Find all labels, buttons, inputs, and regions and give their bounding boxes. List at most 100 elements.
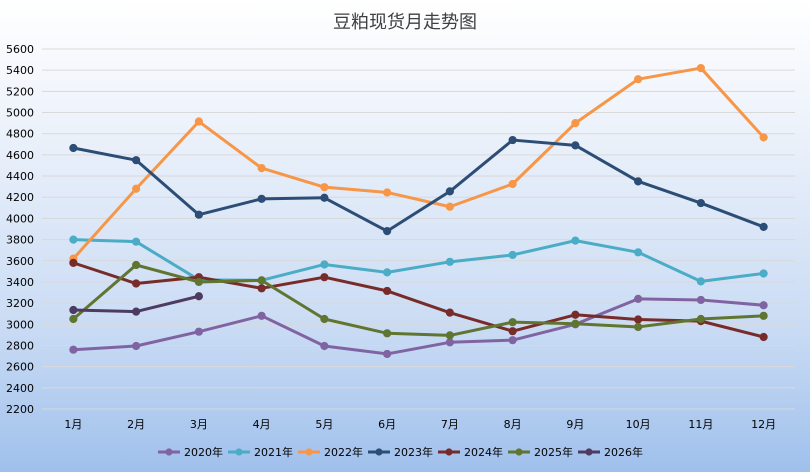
x-tick-label: 9月 [566, 418, 584, 431]
data-point [445, 338, 454, 347]
data-point [320, 273, 329, 282]
data-point [759, 222, 768, 231]
data-point [383, 188, 392, 197]
legend-label: 2023年 [394, 445, 433, 459]
data-point [634, 315, 643, 324]
y-tick-label: 2400 [6, 382, 34, 395]
y-tick-label: 3200 [6, 297, 34, 310]
data-point [696, 295, 705, 305]
data-point [634, 248, 643, 257]
data-point [571, 310, 580, 319]
y-tick-label: 2600 [6, 361, 34, 374]
y-tick-label: 5000 [6, 107, 34, 120]
data-point [696, 63, 705, 73]
data-point [257, 276, 266, 285]
y-tick-label: 3800 [6, 234, 34, 247]
data-point [445, 187, 454, 196]
y-tick-label: 3600 [6, 255, 34, 268]
legend-label: 2026年 [604, 445, 643, 459]
data-point [571, 236, 580, 245]
legend-marker [305, 448, 313, 456]
data-point [320, 314, 329, 324]
data-point [383, 329, 392, 338]
data-point [132, 341, 141, 351]
x-tick-label: 1月 [64, 418, 82, 431]
y-tick-label: 5600 [6, 43, 34, 56]
data-point [508, 336, 517, 345]
data-point [696, 198, 705, 208]
data-point [69, 258, 78, 267]
legend-marker [235, 448, 243, 456]
series-line-2022年 [71, 66, 766, 261]
series-line-2021年 [71, 238, 766, 283]
x-tick-label: 7月 [441, 418, 459, 431]
y-tick-label: 2800 [6, 339, 34, 352]
data-point [132, 156, 141, 165]
data-point [69, 314, 78, 324]
data-point [445, 202, 454, 211]
series-line-2025年 [71, 263, 766, 337]
data-point [194, 327, 203, 336]
data-point [383, 227, 392, 236]
data-point [634, 75, 643, 84]
legend-marker [445, 448, 453, 456]
data-point [320, 183, 329, 192]
y-tick-label: 3400 [6, 276, 34, 289]
data-point [445, 331, 454, 340]
data-point [571, 119, 580, 128]
data-point [132, 279, 141, 288]
data-point [759, 311, 768, 320]
data-point [571, 319, 580, 328]
y-tick-label: 4400 [6, 170, 34, 183]
data-point [257, 311, 266, 320]
y-tick-label: 4000 [6, 212, 34, 225]
data-point [759, 332, 768, 342]
data-point [257, 164, 266, 173]
legend-marker [375, 448, 383, 456]
y-tick-label: 4200 [6, 191, 34, 204]
legend-label: 2025年 [534, 445, 573, 459]
data-point [69, 235, 78, 244]
legend-marker [165, 448, 173, 456]
data-point [508, 135, 517, 145]
x-tick-label: 2月 [127, 418, 145, 431]
data-point [634, 294, 643, 303]
data-point [383, 268, 392, 277]
data-point [132, 184, 141, 193]
data-point [508, 179, 517, 189]
data-point [257, 194, 266, 203]
data-point [383, 349, 392, 359]
y-tick-label: 4600 [6, 149, 34, 162]
data-point [132, 307, 141, 316]
data-point [69, 305, 78, 315]
data-point [132, 260, 141, 270]
data-point [508, 327, 517, 336]
x-tick-label: 10月 [626, 418, 651, 431]
x-tick-label: 11月 [688, 418, 713, 431]
data-point [383, 286, 392, 296]
data-point [69, 345, 78, 354]
data-point [508, 318, 517, 327]
y-tick-label: 5400 [6, 64, 34, 77]
data-point [194, 117, 203, 126]
series-line-2023年 [71, 138, 766, 233]
data-point [634, 322, 643, 332]
legend-marker [585, 448, 593, 456]
data-point [508, 250, 517, 260]
legend-label: 2020年 [184, 445, 223, 459]
x-tick-label: 4月 [253, 418, 271, 431]
data-point [194, 210, 203, 219]
data-point [571, 141, 580, 150]
data-point [634, 177, 643, 186]
y-tick-label: 5200 [6, 85, 34, 98]
data-point [257, 284, 266, 293]
y-tick-label: 3000 [6, 318, 34, 331]
data-point [194, 292, 203, 301]
legend-label: 2021年 [254, 445, 293, 459]
data-point [759, 269, 768, 278]
data-point [445, 257, 454, 266]
data-point [320, 341, 329, 351]
x-tick-label: 12月 [751, 418, 776, 431]
